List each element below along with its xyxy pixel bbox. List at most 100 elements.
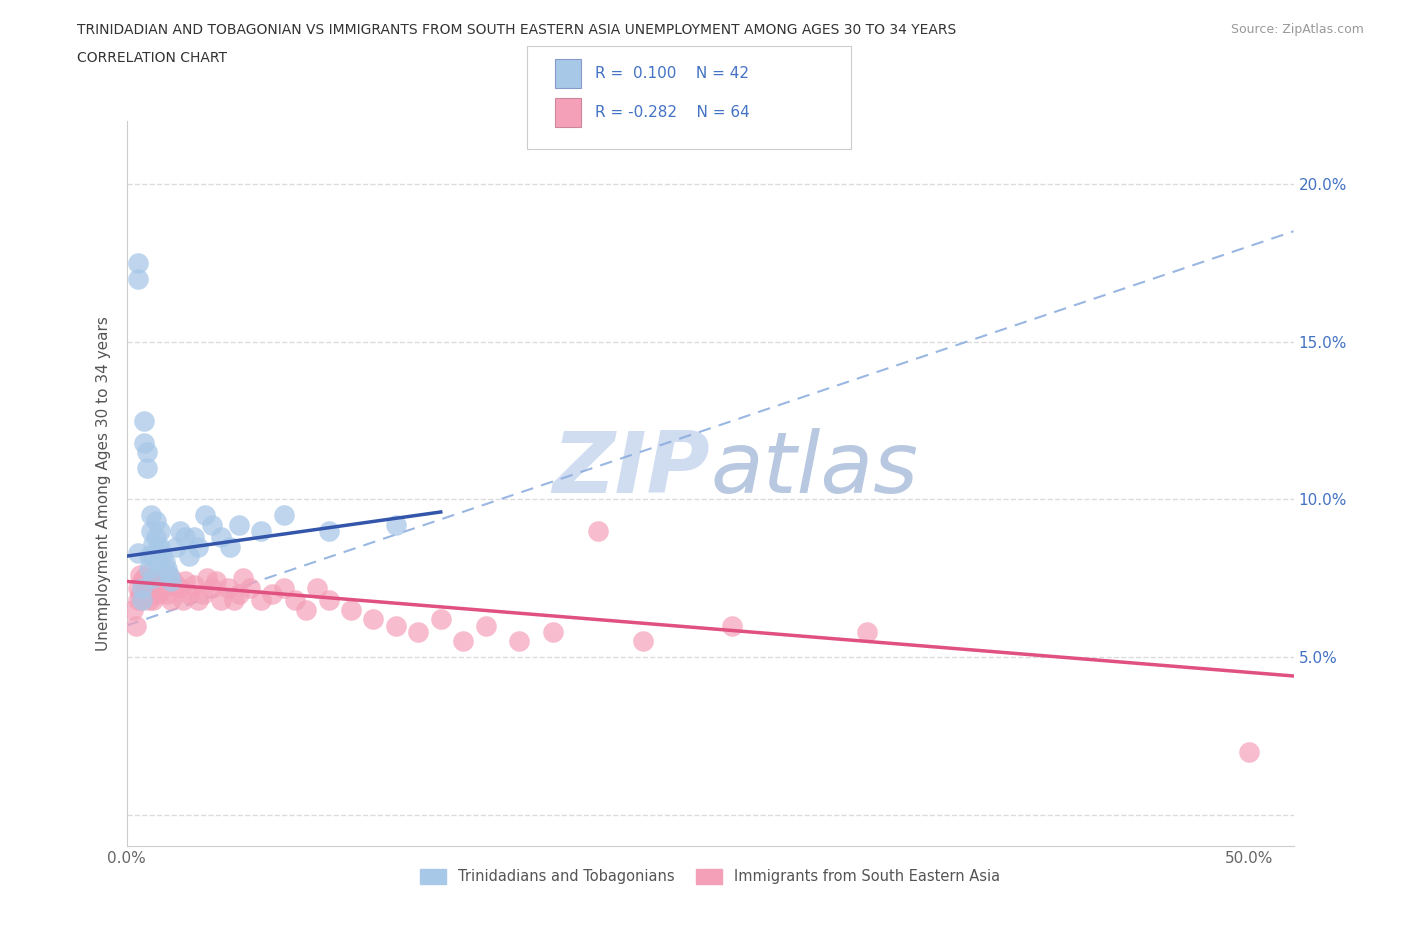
Point [141,508,163,523]
Point [191,587,214,602]
Point [157,567,180,582]
Point [145,514,167,529]
Point [856,624,879,639]
Point [408,624,430,639]
Point [146,539,169,554]
Point [1237,744,1260,759]
Point [228,587,250,602]
Point [142,571,165,586]
Point [141,571,163,586]
Point [209,592,232,607]
Point [201,580,224,595]
Point [273,580,295,595]
Text: R = -0.282    N = 64: R = -0.282 N = 64 [595,105,749,120]
Text: ZIP: ZIP [553,428,710,511]
Point [138,549,160,564]
Point [142,536,165,551]
Point [721,618,744,633]
Point [187,592,209,607]
Point [385,618,408,633]
Point [224,592,246,607]
Point [160,592,183,607]
Text: R =  0.100    N = 42: R = 0.100 N = 42 [595,66,749,81]
Point [174,574,197,589]
Point [127,272,149,286]
Text: CORRELATION CHART: CORRELATION CHART [77,51,228,65]
Point [152,549,174,564]
Point [209,530,232,545]
Point [250,524,273,538]
Point [138,580,160,595]
Point [160,571,183,586]
Point [145,530,167,545]
Point [142,592,165,607]
Point [134,435,156,450]
Point [149,539,172,554]
Point [194,508,217,523]
Point [131,580,153,595]
Point [157,578,180,592]
Point [187,539,209,554]
Point [284,592,307,607]
Text: Source: ZipAtlas.com: Source: ZipAtlas.com [1230,23,1364,36]
Point [165,578,187,592]
Point [149,524,172,538]
Point [201,517,224,532]
Point [131,592,153,607]
Point [142,549,165,564]
Point [134,587,156,602]
Point [145,574,167,589]
Point [127,592,149,607]
Point [474,618,496,633]
Point [129,567,152,582]
Point [156,562,179,577]
Point [217,580,239,595]
Point [541,624,564,639]
Text: TRINIDADIAN AND TOBAGONIAN VS IMMIGRANTS FROM SOUTH EASTERN ASIA UNEMPLOYMENT AM: TRINIDADIAN AND TOBAGONIAN VS IMMIGRANTS… [77,23,956,37]
Point [153,574,176,589]
Point [127,546,149,561]
Point [152,580,174,595]
Point [239,580,262,595]
Text: atlas: atlas [710,428,918,511]
Point [183,530,205,545]
Point [183,578,205,592]
Point [195,571,218,586]
Y-axis label: Unemployment Among Ages 30 to 34 years: Unemployment Among Ages 30 to 34 years [96,316,111,651]
Point [135,445,157,459]
Point [135,567,157,582]
Point [250,592,273,607]
Point [262,587,284,602]
Point [156,587,179,602]
Point [169,580,191,595]
Point [363,612,385,627]
Point [127,256,149,271]
Point [451,634,474,649]
Point [295,603,318,618]
Point [149,571,172,586]
Point [318,592,340,607]
Point [508,634,530,649]
Point [141,524,163,538]
Point [429,612,451,627]
Point [340,603,363,618]
Point [174,530,197,545]
Point [172,592,194,607]
Point [179,549,201,564]
Point [124,618,146,633]
Point [135,460,157,475]
Point [138,562,160,577]
Point [138,592,160,607]
Point [307,580,329,595]
Point [131,592,153,607]
Point [385,517,408,532]
Point [160,574,183,589]
Point [273,508,295,523]
Point [127,580,149,595]
Point [153,555,176,570]
Point [131,574,153,589]
Point [141,587,163,602]
Point [134,413,156,428]
Point [179,587,201,602]
Point [318,524,340,538]
